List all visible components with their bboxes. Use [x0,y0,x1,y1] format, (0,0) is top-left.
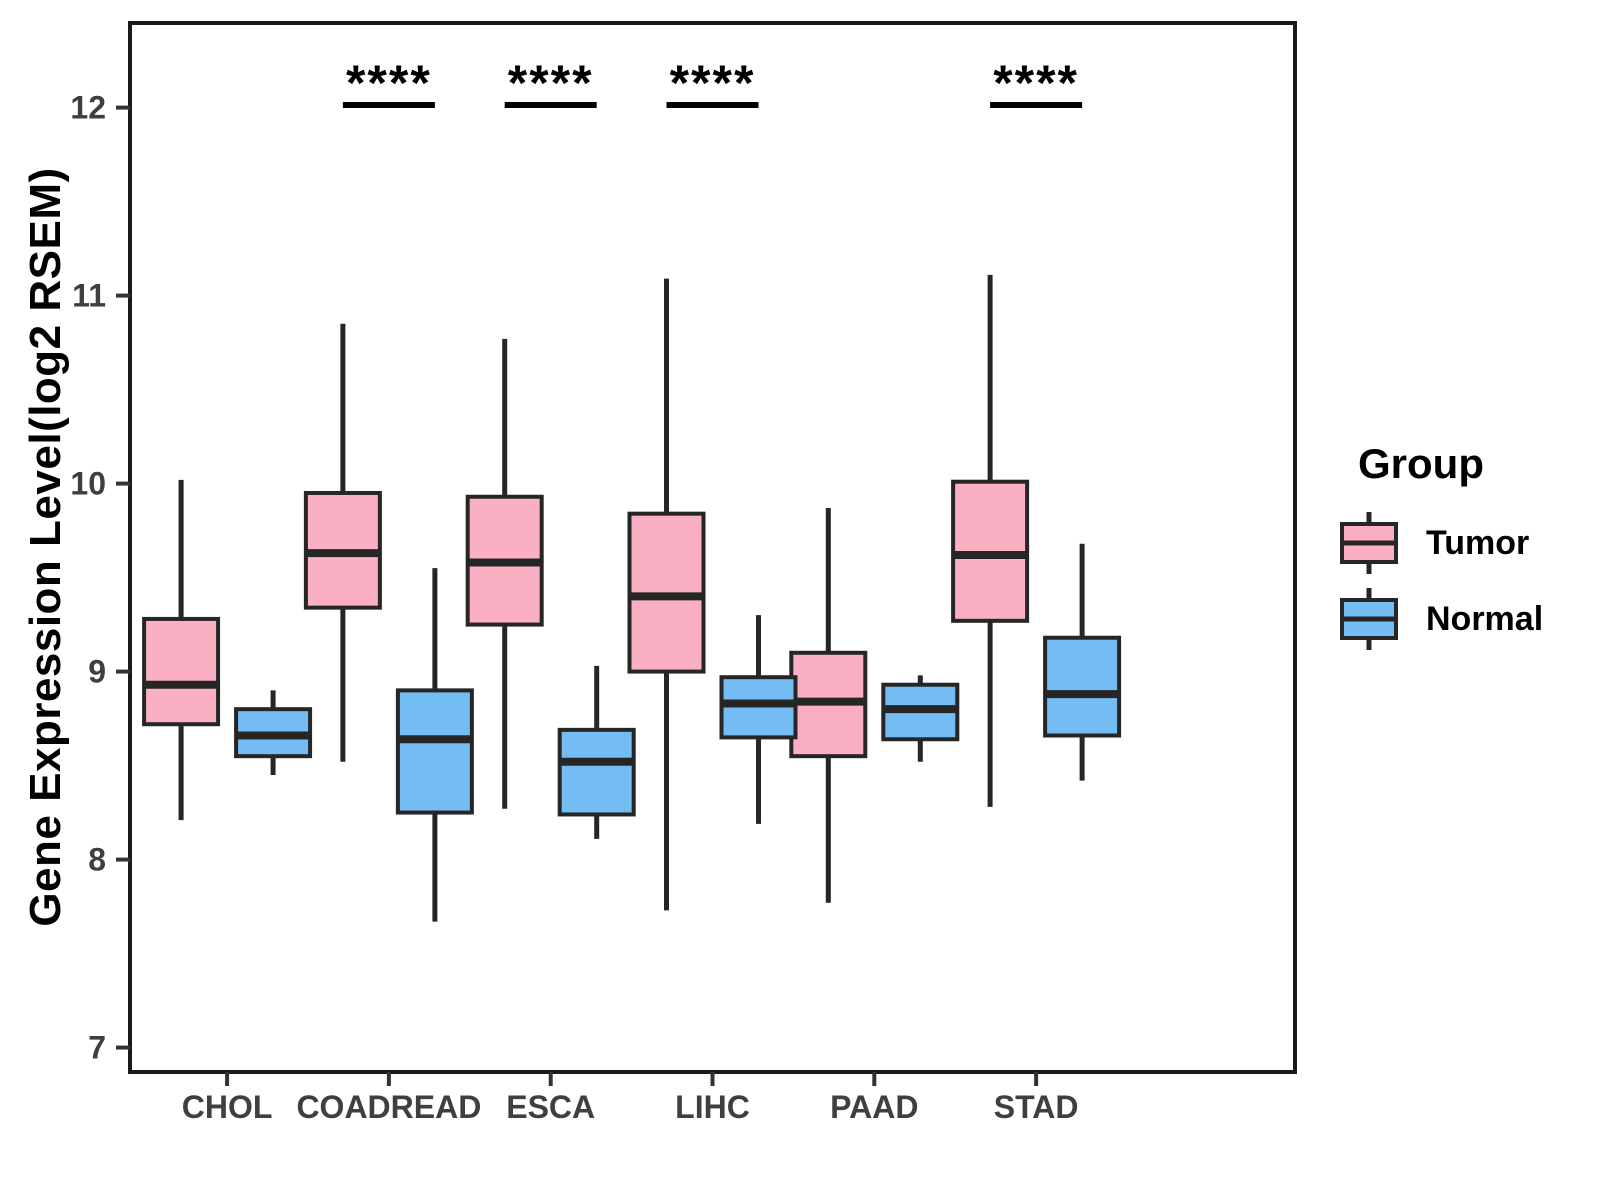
significance-marker-esca: **** [508,55,594,111]
legend-label-tumor: Tumor [1426,523,1530,562]
significance-marker-esca-underline [504,102,597,108]
box-normal-coadread [395,688,474,815]
x-axis-tick-label-chol: CHOL [182,1089,273,1125]
x-axis-tick-label-stad: STAD [994,1089,1079,1125]
x-axis-tick-label-coadread: COADREAD [296,1089,481,1125]
significance-marker-coadread: **** [346,55,432,111]
legend-entry-tumor: Tumor [1340,512,1543,574]
normal-boxplot-key-icon [1340,588,1398,650]
y-axis-tick-label: 11 [72,278,106,314]
y-axis-tick-label: 10 [70,466,106,502]
box-normal-esca [557,727,636,817]
x-axis-tick-label-paad: PAAD [830,1089,918,1125]
significance-marker-lihc-underline [666,102,759,108]
legend-entry-normal: Normal [1340,588,1543,650]
y-axis-title: Gene Expression Level(log2 RSEM) [21,167,70,927]
box-normal-stad [1043,635,1122,738]
significance-marker-stad-underline [990,102,1083,108]
significance-marker-lihc: **** [670,55,756,111]
legend: Group Tumor Normal [1340,440,1543,664]
x-axis-tick-label-lihc: LIHC [675,1089,750,1125]
y-axis-tick-label: 7 [88,1030,106,1066]
significance-marker-coadread-underline [342,102,435,108]
box-tumor-chol [142,616,221,727]
legend-title: Group [1358,440,1484,487]
y-axis-tick-label: 9 [88,654,106,690]
y-axis-tick-label: 12 [70,90,106,126]
significance-marker-stad: **** [993,55,1079,111]
x-axis-tick-label-esca: ESCA [506,1089,595,1125]
y-axis-tick-label: 8 [88,842,106,878]
legend-label-normal: Normal [1426,599,1544,638]
tumor-boxplot-key-icon [1340,512,1398,574]
